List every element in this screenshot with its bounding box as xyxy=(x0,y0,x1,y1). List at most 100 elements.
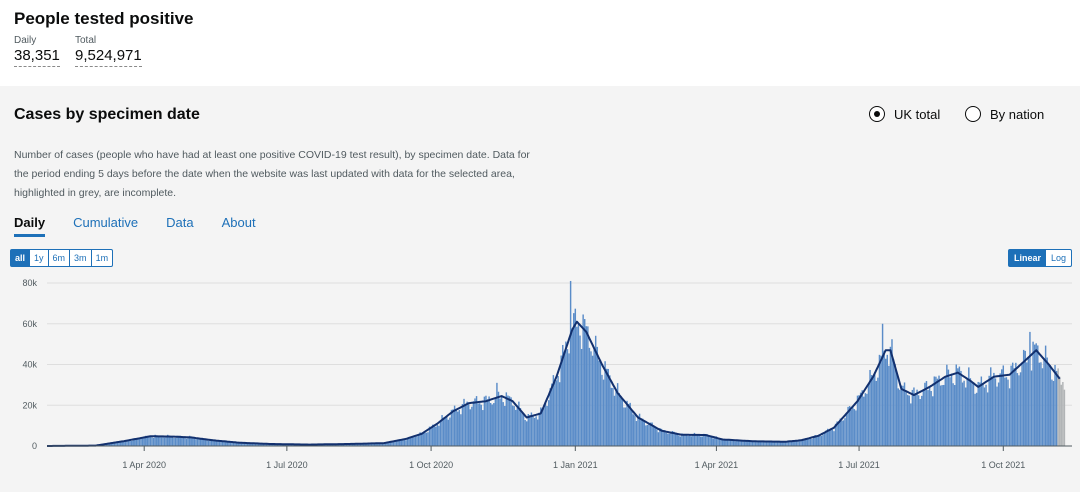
daily-bar xyxy=(502,402,504,446)
range-6m-button[interactable]: 6m xyxy=(47,250,70,266)
daily-bar xyxy=(986,392,989,446)
daily-bar xyxy=(469,409,471,446)
radio-selected-icon[interactable] xyxy=(869,106,885,122)
daily-bar xyxy=(540,407,542,446)
daily-bar xyxy=(828,430,830,446)
daily-bar xyxy=(427,432,429,446)
daily-bar xyxy=(678,435,680,446)
daily-bar xyxy=(549,388,551,446)
daily-bar xyxy=(917,395,920,446)
daily-bar xyxy=(110,442,112,446)
daily-bar xyxy=(593,348,595,446)
daily-bar xyxy=(833,431,835,446)
daily-bar xyxy=(839,418,841,446)
range-3m-button[interactable]: 3m xyxy=(69,250,91,266)
daily-bar xyxy=(731,440,733,446)
daily-bar xyxy=(822,434,824,446)
daily-bar xyxy=(395,440,398,446)
daily-bar xyxy=(129,440,131,446)
daily-bar xyxy=(251,443,254,446)
daily-bar xyxy=(554,381,556,446)
daily-bar xyxy=(910,403,912,446)
daily-bar xyxy=(541,408,544,446)
daily-bar xyxy=(960,370,962,446)
daily-bar xyxy=(759,440,762,446)
daily-bar xyxy=(858,395,860,446)
daily-bar xyxy=(999,373,1001,446)
daily-bar xyxy=(267,443,269,446)
rolling-average-line xyxy=(47,320,1061,447)
daily-bar xyxy=(638,413,641,446)
daily-bar xyxy=(220,440,222,446)
daily-bar xyxy=(442,417,445,446)
daily-bar xyxy=(460,414,462,446)
daily-bar xyxy=(869,369,871,446)
daily-bar xyxy=(794,440,796,446)
daily-bar xyxy=(809,438,812,446)
daily-bar xyxy=(941,385,943,446)
daily-bar xyxy=(753,441,755,446)
daily-bar xyxy=(935,376,937,446)
daily-bar xyxy=(356,443,359,446)
daily-bar xyxy=(1063,389,1066,446)
range-1y-button[interactable]: 1y xyxy=(29,250,48,266)
daily-bar xyxy=(522,413,525,446)
daily-bar xyxy=(551,383,553,446)
daily-bar xyxy=(366,443,368,446)
daily-bar xyxy=(626,400,628,446)
daily-bar xyxy=(491,404,493,446)
daily-bar xyxy=(239,443,241,446)
radio-unselected-icon[interactable] xyxy=(965,106,981,122)
daily-bar xyxy=(703,433,705,446)
daily-bar xyxy=(946,364,948,446)
daily-bar xyxy=(881,323,884,446)
daily-bar xyxy=(743,441,746,446)
scale-log-button[interactable]: Log xyxy=(1051,253,1067,263)
daily-bar xyxy=(950,373,953,446)
daily-bar xyxy=(493,403,495,446)
daily-bar xyxy=(927,390,929,446)
daily-bar xyxy=(848,406,851,446)
radio-uk-total[interactable]: UK total xyxy=(869,106,940,122)
range-all-button[interactable]: all xyxy=(11,250,30,266)
daily-bar xyxy=(993,372,995,446)
tab-data[interactable]: Data xyxy=(166,215,194,230)
radio-by-nation[interactable]: By nation xyxy=(965,106,1044,122)
daily-bar xyxy=(792,440,794,446)
daily-bar xyxy=(892,359,895,446)
daily-bar xyxy=(475,396,478,446)
daily-bar xyxy=(784,441,787,446)
daily-bar xyxy=(248,443,250,446)
daily-bar xyxy=(1018,375,1020,446)
x-tick-label: 1 Oct 2020 xyxy=(409,460,453,470)
daily-bar xyxy=(504,405,506,446)
range-1m-button[interactable]: 1m xyxy=(90,250,113,266)
tab-cumulative[interactable]: Cumulative xyxy=(73,215,139,230)
scale-linear-button[interactable]: Linear xyxy=(1009,250,1047,266)
daily-bar xyxy=(171,436,174,446)
daily-bar xyxy=(874,372,876,446)
total-value[interactable]: 9,524,971 xyxy=(75,47,142,67)
daily-label: Daily xyxy=(14,35,37,46)
daily-bar xyxy=(693,432,696,446)
daily-value[interactable]: 38,351 xyxy=(14,47,60,67)
daily-bar xyxy=(598,360,600,446)
daily-bar xyxy=(949,377,951,446)
daily-bar xyxy=(679,436,682,446)
daily-bar xyxy=(717,438,719,446)
daily-bar xyxy=(863,396,865,446)
daily-bar xyxy=(645,425,647,446)
tab-daily[interactable]: Daily xyxy=(14,215,46,237)
daily-bar xyxy=(188,435,191,446)
daily-bar xyxy=(513,406,515,446)
daily-bar xyxy=(649,422,652,446)
daily-bar xyxy=(972,382,975,446)
daily-bar xyxy=(530,412,533,446)
daily-bar xyxy=(511,405,514,446)
daily-bar xyxy=(955,364,957,446)
daily-bar xyxy=(990,367,992,446)
daily-bar xyxy=(555,380,558,446)
daily-bar xyxy=(855,410,857,446)
tab-about[interactable]: About xyxy=(221,215,256,230)
daily-bar xyxy=(596,346,598,446)
